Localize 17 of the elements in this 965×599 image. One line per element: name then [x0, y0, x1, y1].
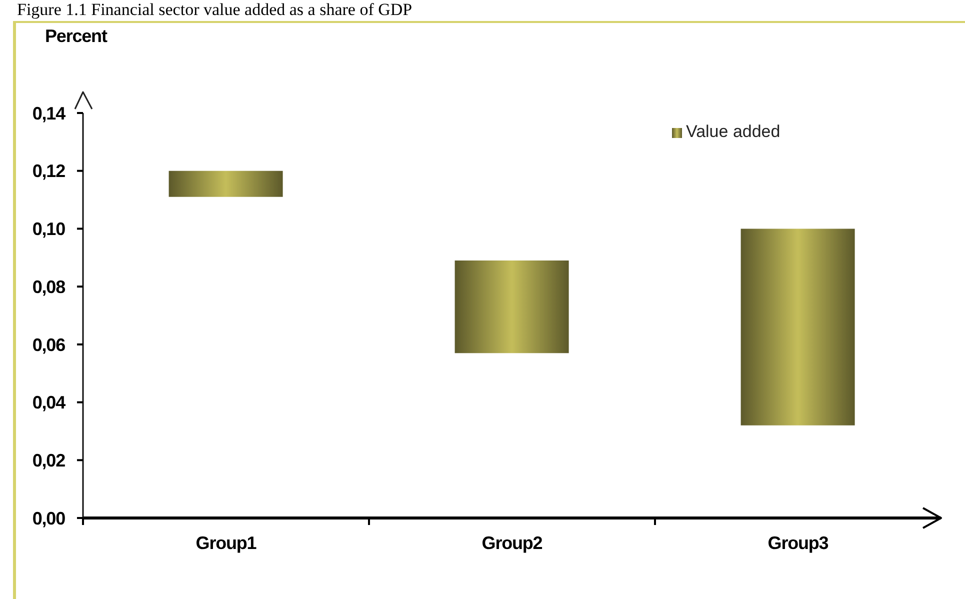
- y-tick-label: 0,14: [32, 103, 66, 124]
- y-tick-label: 0,00: [32, 508, 66, 528]
- y-tick-label: 0,12: [32, 161, 66, 182]
- y-tick-label: 0,06: [32, 334, 66, 355]
- x-tick-label: Group3: [768, 532, 829, 553]
- y-tick-label: 0,10: [32, 219, 66, 240]
- x-tick-label: Group2: [482, 532, 543, 553]
- x-tick-label: Group1: [196, 532, 257, 553]
- y-tick-label: 0,04: [32, 392, 66, 413]
- bar: [168, 170, 283, 197]
- y-axis-title: Percent: [45, 26, 107, 47]
- y-tick-label: 0,08: [32, 276, 66, 297]
- bar: [454, 260, 569, 354]
- y-tick-label: 0,02: [32, 450, 66, 471]
- chart-title: Figure 1.1 Financial sector value added as a share of GDP: [17, 0, 412, 20]
- bar: [740, 228, 855, 426]
- legend-label: Value added: [686, 122, 780, 141]
